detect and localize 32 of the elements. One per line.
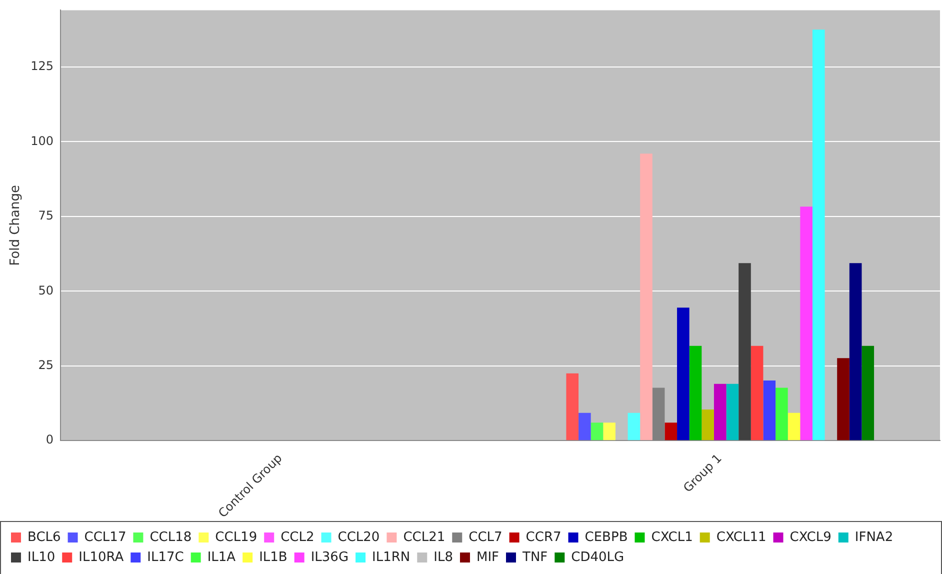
legend-label: IL1A [207, 550, 236, 565]
legend-label: MIF [476, 550, 500, 565]
legend-label: CCR7 [526, 530, 562, 545]
legend-label: TNF [522, 550, 548, 565]
legend-label: CD40LG [571, 550, 624, 565]
y-tick-label: 0 [46, 432, 54, 447]
legend-label: IFNA2 [854, 530, 894, 545]
y-tick-label: 75 [38, 208, 54, 223]
legend-label: CXCL9 [790, 530, 832, 545]
legend-label: CCL17 [84, 530, 126, 545]
legend-label: CCL2 [280, 530, 314, 545]
legend-label: CCL7 [468, 530, 502, 545]
legend-label: CXCL1 [651, 530, 693, 545]
legend-label: CCL21 [403, 530, 446, 545]
legend-label: IL17C [147, 550, 184, 565]
legend-label: IL8 [434, 550, 453, 565]
legend-label: CCL18 [150, 530, 192, 545]
y-tick-label: 50 [38, 283, 54, 298]
y-axis-title: Fold Change [8, 185, 24, 266]
y-tick-label: 25 [38, 358, 54, 372]
legend-label: IL10RA [78, 550, 124, 565]
y-tick-label: 100 [30, 134, 54, 148]
legend-label: IL10 [28, 550, 56, 565]
legend-label: CCL20 [338, 530, 380, 545]
y-tick-label: 125 [30, 59, 54, 74]
legend-label: IL1B [259, 550, 288, 565]
legend-label: BCL6 [28, 530, 61, 545]
legend-label: CCL19 [215, 530, 258, 545]
legend-label: IL1RN [372, 550, 410, 565]
legend-label: IL36G [310, 550, 349, 565]
legend-label: CEBPB [584, 530, 628, 545]
legend-label: CXCL11 [716, 530, 766, 545]
